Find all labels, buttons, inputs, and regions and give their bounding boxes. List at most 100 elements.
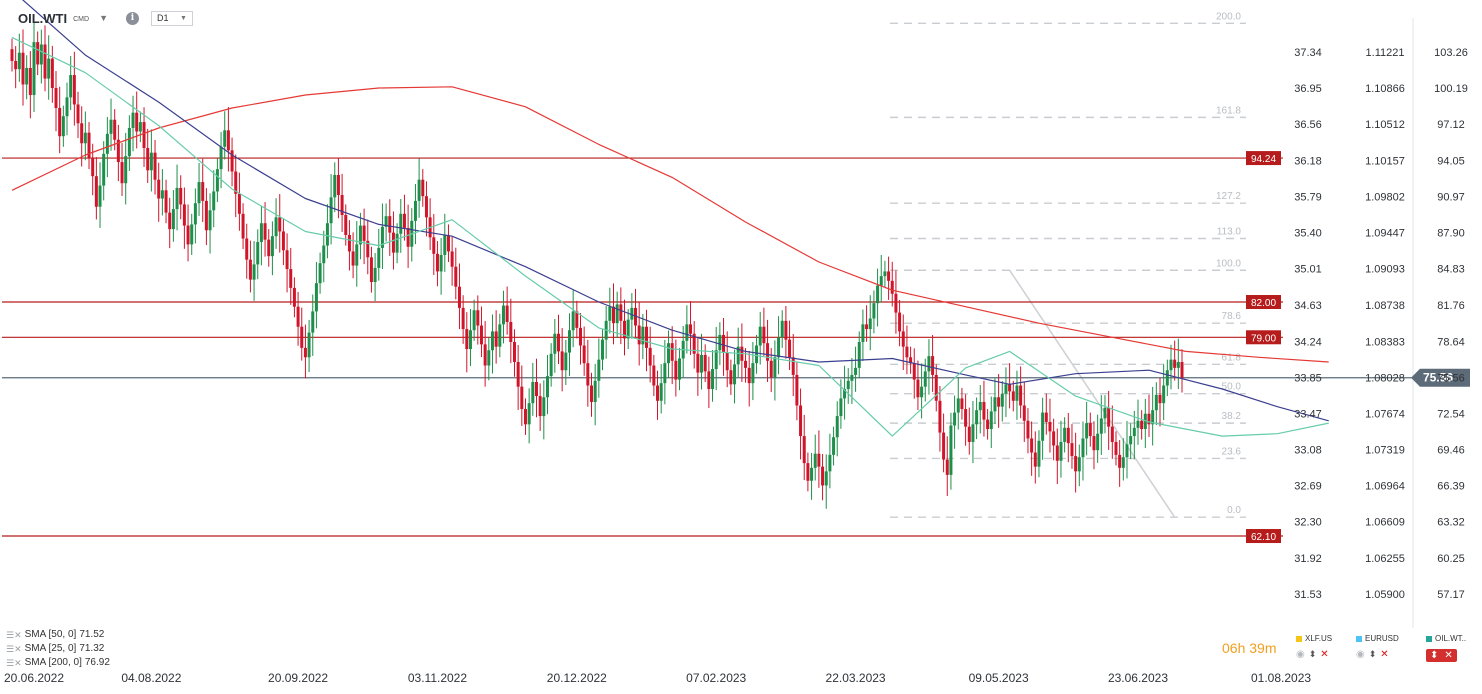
candle-body[interactable]: [839, 398, 843, 417]
candle-body[interactable]: [362, 225, 366, 241]
candle-body[interactable]: [146, 147, 150, 171]
candle-body[interactable]: [91, 158, 95, 177]
candle-body[interactable]: [799, 405, 803, 437]
candle-body[interactable]: [905, 346, 909, 358]
candle-body[interactable]: [175, 187, 179, 210]
candle-body[interactable]: [369, 257, 373, 283]
candle-body[interactable]: [1125, 444, 1129, 458]
candle-body[interactable]: [802, 436, 806, 464]
candle-body[interactable]: [432, 237, 436, 254]
candle-body[interactable]: [549, 353, 553, 377]
candle-body[interactable]: [1063, 427, 1067, 442]
candle-body[interactable]: [1077, 457, 1081, 472]
candle-body[interactable]: [1114, 441, 1118, 455]
candle-body[interactable]: [788, 339, 792, 358]
candle-body[interactable]: [303, 347, 307, 358]
candle-body[interactable]: [909, 357, 913, 364]
candle-body[interactable]: [571, 311, 575, 331]
sma50-line[interactable]: [12, 0, 1329, 422]
candle-body[interactable]: [850, 374, 854, 381]
candle-body[interactable]: [1085, 423, 1089, 439]
chevron-down-icon[interactable]: ▼: [99, 13, 108, 23]
candle-body[interactable]: [545, 376, 549, 398]
candle-body[interactable]: [630, 307, 634, 320]
candle-body[interactable]: [256, 242, 260, 265]
candle-body[interactable]: [667, 343, 671, 364]
candle-body[interactable]: [934, 374, 938, 401]
candle-body[interactable]: [36, 42, 40, 65]
candle-body[interactable]: [230, 150, 234, 172]
candle-body[interactable]: [1044, 412, 1048, 422]
candle-body[interactable]: [215, 169, 219, 192]
candle-body[interactable]: [769, 360, 773, 378]
candle-body[interactable]: [876, 285, 880, 304]
candle-body[interactable]: [50, 58, 54, 88]
candle-body[interactable]: [956, 398, 960, 413]
candle-body[interactable]: [883, 271, 887, 277]
candle-body[interactable]: [531, 381, 535, 404]
candle-body[interactable]: [208, 210, 212, 231]
candle-body[interactable]: [846, 380, 850, 390]
candle-body[interactable]: [890, 280, 894, 294]
candle-body[interactable]: [252, 264, 256, 280]
candle-body[interactable]: [391, 232, 395, 253]
candle-body[interactable]: [237, 193, 241, 214]
candle-body[interactable]: [61, 116, 65, 137]
candle-body[interactable]: [648, 347, 652, 366]
candle-body[interactable]: [773, 357, 777, 378]
candle-body[interactable]: [711, 369, 715, 390]
fib-trend-line[interactable]: [1008, 269, 1176, 518]
candle-body[interactable]: [887, 271, 891, 281]
candle-body[interactable]: [795, 374, 799, 406]
candle-body[interactable]: [516, 361, 520, 387]
candle-body[interactable]: [241, 213, 245, 239]
grip-icon[interactable]: ☰✕: [6, 630, 22, 640]
candle-body[interactable]: [1096, 433, 1100, 451]
candle-body[interactable]: [351, 251, 355, 266]
candle-body[interactable]: [424, 196, 428, 218]
candle-body[interactable]: [186, 225, 190, 245]
candle-body[interactable]: [806, 463, 810, 481]
candle-body[interactable]: [226, 130, 230, 151]
candle-body[interactable]: [534, 381, 538, 397]
candle-body[interactable]: [399, 213, 403, 234]
candle-body[interactable]: [347, 234, 351, 252]
candle-body[interactable]: [1070, 443, 1074, 457]
candle-body[interactable]: [733, 364, 737, 385]
candle-body[interactable]: [582, 345, 586, 364]
candle-body[interactable]: [659, 383, 663, 401]
timeframe-select[interactable]: D1 ▼: [150, 10, 193, 26]
candle-body[interactable]: [1103, 407, 1107, 419]
candle-body[interactable]: [578, 327, 582, 346]
candle-body[interactable]: [975, 410, 979, 425]
candle-body[interactable]: [204, 200, 208, 231]
candle-body[interactable]: [248, 259, 252, 280]
candle-body[interactable]: [931, 356, 935, 375]
candle-body[interactable]: [54, 87, 58, 108]
candle-body[interactable]: [157, 179, 161, 199]
candle-body[interactable]: [476, 310, 480, 326]
candle-body[interactable]: [498, 324, 502, 347]
candle-body[interactable]: [17, 52, 21, 70]
candle-body[interactable]: [718, 334, 722, 351]
candle-body[interactable]: [43, 44, 47, 79]
candle-body[interactable]: [402, 213, 406, 228]
candle-body[interactable]: [472, 310, 476, 331]
candle-body[interactable]: [1011, 391, 1015, 401]
candle-body[interactable]: [465, 329, 469, 350]
candle-body[interactable]: [542, 397, 546, 417]
candle-body[interactable]: [483, 344, 487, 366]
candle-body[interactable]: [567, 330, 571, 353]
candle-body[interactable]: [490, 331, 494, 351]
candle-body[interactable]: [234, 171, 238, 194]
candle-body[interactable]: [454, 266, 458, 287]
candle-body[interactable]: [923, 371, 927, 387]
candle-body[interactable]: [439, 254, 443, 272]
candle-body[interactable]: [281, 231, 285, 251]
candle-body[interactable]: [784, 320, 788, 340]
candle-body[interactable]: [124, 156, 128, 184]
candle-body[interactable]: [1088, 423, 1092, 437]
candle-body[interactable]: [1136, 420, 1140, 428]
candle-body[interactable]: [289, 269, 293, 288]
candle-body[interactable]: [560, 351, 564, 371]
